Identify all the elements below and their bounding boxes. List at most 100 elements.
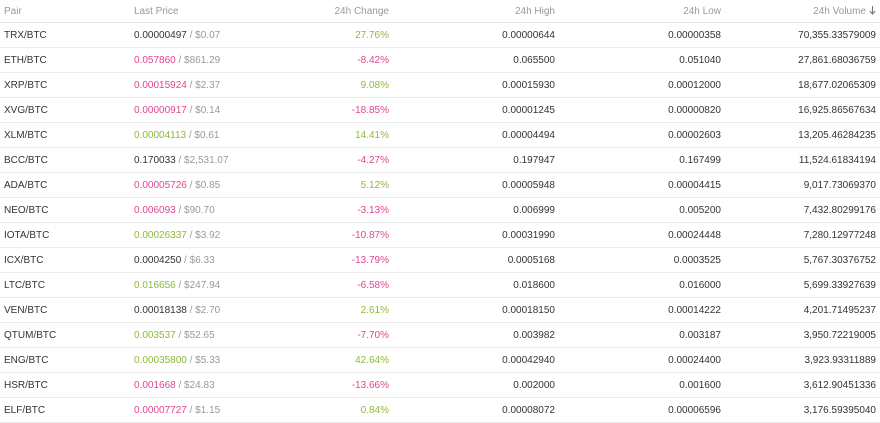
- low-value: 0.00000820: [668, 104, 721, 116]
- high-cell: 0.00000644: [389, 22, 555, 48]
- last-price-usd: / $5.33: [186, 354, 221, 366]
- high-value: 0.065500: [513, 54, 555, 66]
- column-header-24h-low[interactable]: 24h Low: [555, 0, 721, 23]
- last-price-value: 0.00007727: [134, 404, 187, 416]
- change-value: -8.42%: [357, 54, 389, 66]
- pair-cell[interactable]: XVG/BTC: [0, 97, 134, 123]
- last-price-cell: 0.00018138 / $2.70: [134, 297, 254, 323]
- last-price-value: 0.00018138: [134, 304, 187, 316]
- table-row[interactable]: NEO/BTC 0.006093 / $90.70 -3.13% 0.006999 0.…: [0, 197, 880, 223]
- pair-cell[interactable]: ELF/BTC: [0, 397, 134, 423]
- pair-cell[interactable]: ICX/BTC: [0, 247, 134, 273]
- change-value: 14.41%: [355, 129, 389, 141]
- volume-value: 7,280.12977248: [803, 229, 876, 241]
- high-cell: 0.00018150: [389, 297, 555, 323]
- table-row[interactable]: BCC/BTC 0.170033 / $2,531.07 -4.27% 0.19794…: [0, 147, 880, 173]
- pair-label: QTUM/BTC: [4, 329, 57, 341]
- change-cell: -13.66%: [254, 372, 389, 398]
- pair-cell[interactable]: NEO/BTC: [0, 197, 134, 223]
- last-price-cell: 0.00000497 / $0.07: [134, 22, 254, 48]
- table-row[interactable]: ETH/BTC 0.057860 / $861.29 -8.42% 0.065500 0…: [0, 47, 880, 73]
- volume-cell: 7,280.12977248: [721, 222, 880, 248]
- change-cell: 14.41%: [254, 122, 389, 148]
- last-price-value: 0.00015924: [134, 79, 187, 91]
- low-cell: 0.005200: [555, 197, 721, 223]
- table-row[interactable]: TRX/BTC 0.00000497 / $0.07 27.76% 0.0000064…: [0, 22, 880, 48]
- table-row[interactable]: IOTA/BTC 0.00026337 / $3.92 -10.87% 0.00031…: [0, 222, 880, 248]
- pair-label: IOTA/BTC: [4, 229, 50, 241]
- pair-cell[interactable]: ETH/BTC: [0, 47, 134, 73]
- table-row[interactable]: LTC/BTC 0.016656 / $247.94 -6.58% 0.018600 0…: [0, 272, 880, 298]
- pair-cell[interactable]: BCC/BTC: [0, 147, 134, 173]
- volume-value: 3,176.59395040: [803, 404, 876, 416]
- change-cell: -7.70%: [254, 322, 389, 348]
- table-row[interactable]: ENG/BTC 0.00035800 / $5.33 42.64% 0.0004294…: [0, 347, 880, 373]
- pair-cell[interactable]: XLM/BTC: [0, 122, 134, 148]
- change-cell: 27.76%: [254, 22, 389, 48]
- column-header-24h-volume[interactable]: 24h Volume: [721, 0, 880, 23]
- column-header-last-price[interactable]: Last Price: [134, 0, 254, 23]
- change-value: -10.87%: [351, 229, 389, 241]
- low-cell: 0.00024400: [555, 347, 721, 373]
- low-value: 0.00006596: [668, 404, 721, 416]
- volume-value: 7,432.80299176: [803, 204, 876, 216]
- low-cell: 0.00006596: [555, 397, 721, 423]
- high-cell: 0.197947: [389, 147, 555, 173]
- table-row[interactable]: XVG/BTC 0.00000917 / $0.14 -18.85% 0.000012…: [0, 97, 880, 123]
- pair-cell[interactable]: IOTA/BTC: [0, 222, 134, 248]
- high-value: 0.018600: [513, 279, 555, 291]
- low-value: 0.001600: [679, 379, 721, 391]
- pair-cell[interactable]: TRX/BTC: [0, 22, 134, 48]
- pair-cell[interactable]: LTC/BTC: [0, 272, 134, 298]
- column-header-24h-high[interactable]: 24h High: [389, 0, 555, 23]
- last-price-cell: 0.057860 / $861.29: [134, 47, 254, 73]
- last-price-value: 0.170033: [134, 154, 176, 166]
- table-row[interactable]: XLM/BTC 0.00004113 / $0.61 14.41% 0.0000449…: [0, 122, 880, 148]
- column-header-24h-change[interactable]: 24h Change: [254, 0, 389, 23]
- low-value: 0.0003525: [673, 254, 721, 266]
- pair-cell[interactable]: QTUM/BTC: [0, 322, 134, 348]
- low-value: 0.00024400: [668, 354, 721, 366]
- pair-cell[interactable]: VEN/BTC: [0, 297, 134, 323]
- pair-cell[interactable]: XRP/BTC: [0, 72, 134, 98]
- table-row[interactable]: ICX/BTC 0.0004250 / $6.33 -13.79% 0.0005168…: [0, 247, 880, 273]
- low-value: 0.016000: [679, 279, 721, 291]
- pair-cell[interactable]: HSR/BTC: [0, 372, 134, 398]
- last-price-value: 0.00000497: [134, 29, 187, 41]
- volume-cell: 7,432.80299176: [721, 197, 880, 223]
- low-cell: 0.00000820: [555, 97, 721, 123]
- low-cell: 0.00002603: [555, 122, 721, 148]
- change-value: 2.61%: [360, 304, 389, 316]
- low-value: 0.00014222: [668, 304, 721, 316]
- high-value: 0.197947: [513, 154, 555, 166]
- volume-value: 13,205.46284235: [798, 129, 876, 141]
- table-row[interactable]: VEN/BTC 0.00018138 / $2.70 2.61% 0.00018150…: [0, 297, 880, 323]
- change-cell: -3.13%: [254, 197, 389, 223]
- last-price-usd: / $0.07: [186, 29, 221, 41]
- column-header-pair[interactable]: Pair: [0, 0, 134, 23]
- table-row[interactable]: HSR/BTC 0.001668 / $24.83 -13.66% 0.002000 0…: [0, 372, 880, 398]
- volume-value: 5,699.33927639: [803, 279, 876, 291]
- volume-value: 3,950.72219005: [803, 329, 876, 341]
- table-row[interactable]: XRP/BTC 0.00015924 / $2.37 9.08% 0.00015930…: [0, 72, 880, 98]
- high-value: 0.00008072: [502, 404, 555, 416]
- last-price-cell: 0.006093 / $90.70: [134, 197, 254, 223]
- table-row[interactable]: QTUM/BTC 0.003537 / $52.65 -7.70% 0.003982 0…: [0, 322, 880, 348]
- high-cell: 0.003982: [389, 322, 555, 348]
- high-cell: 0.065500: [389, 47, 555, 73]
- low-cell: 0.001600: [555, 372, 721, 398]
- low-cell: 0.00012000: [555, 72, 721, 98]
- pair-cell[interactable]: ENG/BTC: [0, 347, 134, 373]
- markets-table-header: Pair Last Price 24h Change 24h High 24h …: [0, 0, 880, 23]
- pair-cell[interactable]: ADA/BTC: [0, 172, 134, 198]
- table-row[interactable]: ELF/BTC 0.00007727 / $1.15 0.84% 0.00008072…: [0, 397, 880, 423]
- table-row[interactable]: ADA/BTC 0.00005726 / $0.85 5.12% 0.00005948…: [0, 172, 880, 198]
- high-value: 0.00031990: [502, 229, 555, 241]
- last-price-usd: / $0.14: [186, 104, 221, 116]
- pair-label: ICX/BTC: [4, 254, 44, 266]
- arrow-down-icon[interactable]: [869, 5, 876, 17]
- pair-label: XLM/BTC: [4, 129, 48, 141]
- high-value: 0.00015930: [502, 79, 555, 91]
- pair-label: TRX/BTC: [4, 29, 47, 41]
- change-cell: -13.79%: [254, 247, 389, 273]
